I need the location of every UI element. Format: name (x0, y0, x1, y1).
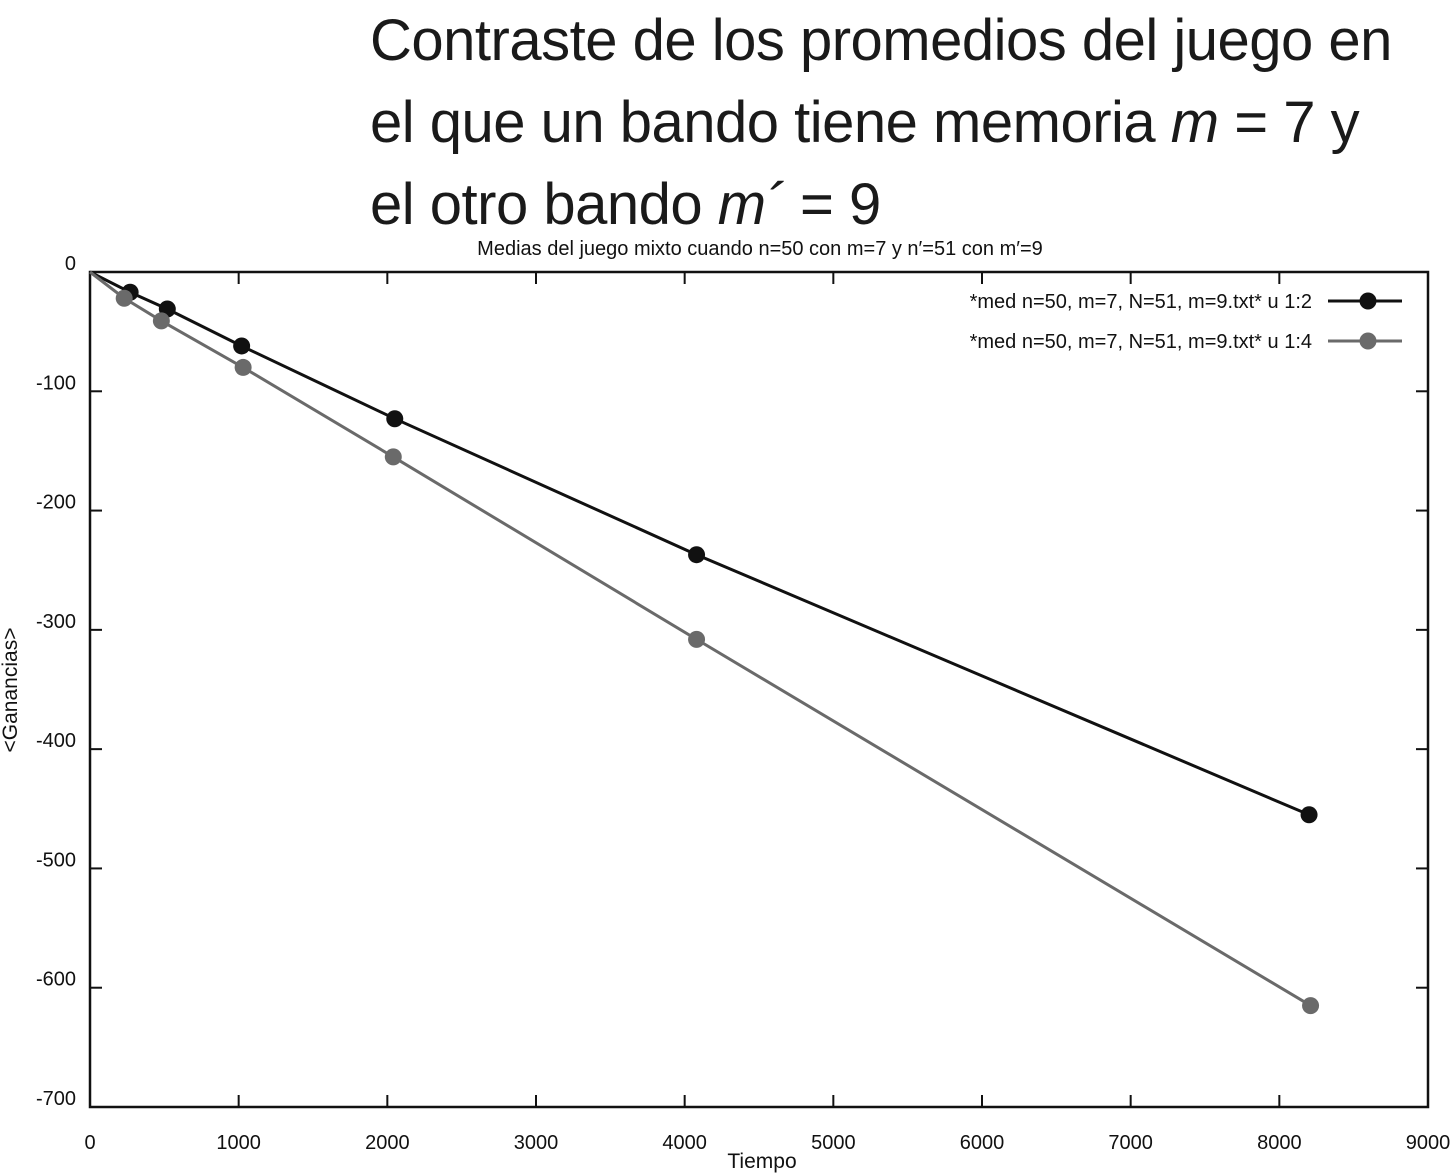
series-line-1 (89, 270, 1310, 817)
plot-frame (88, 270, 1430, 1109)
caption-line-3-text: el otro bando (370, 172, 718, 237)
y-axis-label: <Ganancias> (0, 628, 22, 753)
data-point (688, 630, 706, 648)
y-tick-label: -700 (36, 1088, 76, 1110)
series-layer (89, 270, 1320, 1015)
x-tick-label: 5000 (811, 1132, 856, 1154)
legend-label-1: *med n=50, m=7, N=51, m=9.txt* u 1:2 (970, 291, 1312, 313)
data-point (152, 312, 170, 330)
x-tick-label: 8000 (1257, 1132, 1302, 1154)
data-point (1300, 806, 1318, 824)
x-tick-label: 9000 (1406, 1132, 1451, 1154)
y-tick-label: -300 (36, 611, 76, 633)
legend: *med n=50, m=7, N=51, m=9.txt* u 1:2 *med… (970, 291, 1402, 353)
x-tick-label: 7000 (1108, 1132, 1153, 1154)
y-tick-label: 0 (65, 253, 76, 275)
chart-title: Medias del juego mixto cuando n=50 con m… (477, 238, 1043, 260)
y-tick-label: -100 (36, 372, 76, 394)
data-point (688, 546, 706, 564)
legend-swatch-marker-2 (1359, 332, 1377, 350)
x-tick-label: 4000 (662, 1132, 707, 1154)
caption-line-3-rest: = 9 (784, 172, 881, 237)
caption-line-3-math: m´ (717, 172, 785, 237)
x-tick-label: 1000 (216, 1132, 261, 1154)
caption-line-1: Contraste de los promedios del juego en (370, 8, 1392, 73)
caption-line-2-rest: = 7 y (1218, 90, 1360, 155)
legend-swatch-marker-1 (1359, 292, 1377, 310)
x-tick-label: 3000 (514, 1132, 559, 1154)
figure-caption: Contraste de los promedios del juego en … (370, 0, 1450, 246)
data-point (386, 410, 404, 428)
data-point (1302, 997, 1320, 1015)
x-tick-label: 6000 (960, 1132, 1005, 1154)
y-axis: 0 -100 -200 -300 -400 -500 -600 -700 (36, 253, 1428, 1110)
caption-line-2: el que un bando tiene memoria m = 7 y (370, 82, 1450, 164)
x-axis: 0 1000 2000 3000 4000 5000 6000 7000 8000 9000 (84, 272, 1450, 1154)
legend-label-2: *med n=50, m=7, N=51, m=9.txt* u 1:4 (970, 331, 1312, 353)
x-axis-label: Tiempo (727, 1150, 796, 1173)
caption-line-3: el otro bando m´ = 9 (370, 164, 1450, 246)
data-point (384, 448, 402, 466)
y-tick-label: -200 (36, 492, 76, 514)
y-tick-label: -600 (36, 969, 76, 991)
x-tick-label: 2000 (365, 1132, 410, 1154)
caption-line-2-math: m (1170, 90, 1219, 155)
x-tick-label: 0 (84, 1132, 95, 1154)
caption-line-2-text: el que un bando tiene memoria (370, 90, 1171, 155)
y-tick-label: -400 (36, 730, 76, 752)
data-point (115, 289, 133, 307)
data-point (233, 337, 251, 355)
data-point (234, 358, 252, 376)
y-tick-label: -500 (36, 849, 76, 871)
